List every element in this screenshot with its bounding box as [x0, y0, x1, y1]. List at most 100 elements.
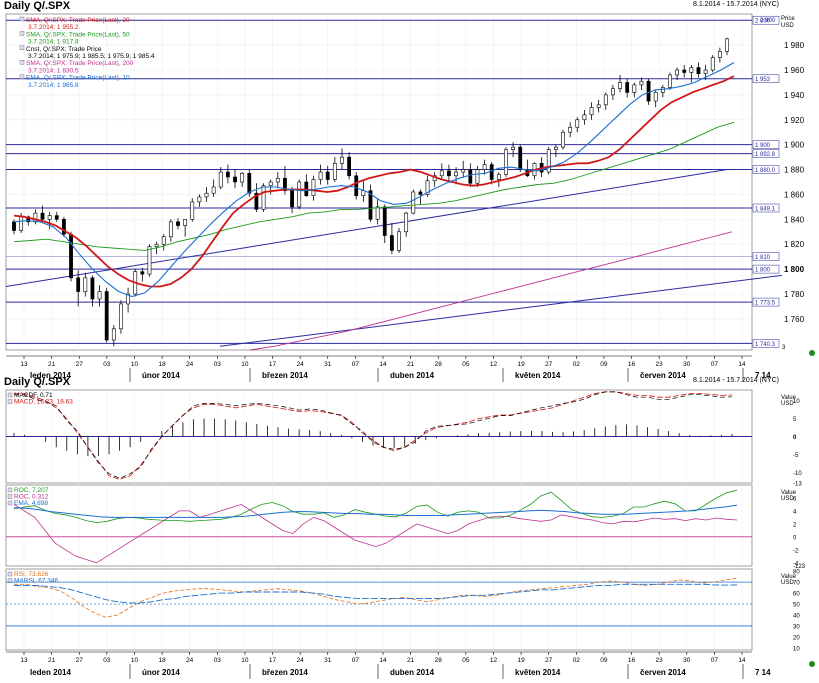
x-month-label: 7 14 [755, 371, 771, 380]
candle-body [183, 219, 188, 226]
lower-x-day-label: 24 [186, 657, 194, 664]
candle-body [418, 191, 423, 195]
lower-x-month-label: duben 2014 [390, 668, 435, 677]
candle-body [389, 235, 394, 251]
x-day-label: 24 [297, 361, 305, 368]
x-day-label: 21 [48, 361, 56, 368]
candle-body [211, 186, 216, 194]
legend-entry: 3.7.2014; 1 955.2 [28, 24, 79, 31]
candle-body [12, 221, 16, 231]
lower-title: Daily Q/.SPX [4, 376, 71, 388]
lower-x-day-label: 14 [738, 657, 746, 664]
level-tag [752, 149, 780, 158]
candle-body [639, 80, 644, 86]
x-day-label: 27 [76, 361, 84, 368]
candle-body [111, 328, 116, 341]
x-day-label: 03 [214, 361, 222, 368]
lower-x-day-label: 07 [711, 657, 719, 664]
candle-body [596, 104, 601, 108]
roc-legend-entry: ROC, 0.312 [14, 494, 49, 501]
upper-title: Daily Q/.SPX [4, 0, 71, 12]
x-day-label: 27 [545, 361, 553, 368]
lower-x-day-label: 27 [76, 657, 84, 664]
trendline-lower [219, 274, 783, 347]
candle-body [375, 206, 380, 220]
price-tick-label: 1 880 [784, 166, 805, 175]
legend-entry: SMA, Q/.SPX: Trade Price(Last), 50 [26, 31, 130, 38]
x-day-label: 14 [379, 361, 387, 368]
lower-x-day-label: 17 [269, 657, 277, 664]
candle-body [582, 114, 587, 121]
candle-body [575, 119, 580, 128]
candle-body [347, 156, 352, 177]
level-label: 1 800 [755, 268, 771, 274]
lower-x-month-label: květen 2014 [515, 668, 561, 677]
x-day-label: 21 [407, 361, 415, 368]
level-label: 1 900 [755, 143, 771, 149]
lower-x-month-label: leden 2014 [30, 668, 71, 677]
candle-body [233, 176, 237, 183]
x-day-label: 28 [435, 361, 443, 368]
candle-body [411, 191, 416, 214]
level-tag [752, 165, 780, 174]
candle-body [425, 180, 430, 195]
candle-body [511, 146, 516, 150]
status-dot-icon [809, 661, 815, 667]
legend-box-icon [7, 487, 13, 493]
candle-body [90, 277, 95, 300]
candle-body [561, 131, 565, 148]
candle-body [710, 57, 715, 71]
x-day-label: 07 [711, 361, 719, 368]
candle-body [404, 212, 409, 233]
roc-unit: Value [781, 490, 797, 496]
candle-body [682, 69, 687, 73]
level-tag [752, 74, 780, 83]
candle-body [632, 84, 637, 93]
candle-body [290, 190, 294, 208]
upper-daterange: 8.1.2014 - 15.7.2014 (NYC) [693, 1, 779, 8]
level-tag [752, 339, 780, 348]
lower-x-day-label: 16 [628, 657, 636, 664]
x-day-label: 18 [158, 361, 166, 368]
roc-currency: USD [781, 496, 794, 502]
price-tick-label: 1 860 [784, 190, 805, 199]
rsi-tick-label: 20 [793, 635, 800, 641]
macd-tick-label: 5 [793, 417, 797, 423]
lower-x-day-label: 30 [683, 657, 691, 664]
candle-body [318, 171, 323, 180]
axis-end-label: 3 [782, 345, 786, 351]
legend-box-icon [19, 60, 25, 65]
x-day-label: 31 [324, 361, 332, 368]
price-tick-label: 1 840 [784, 215, 805, 224]
candle-body [646, 80, 651, 102]
macd-currency: USD [781, 401, 794, 407]
candle-body [283, 177, 287, 192]
rsi-plot-frame [5, 568, 753, 651]
candle-body [397, 231, 401, 251]
candle-body [247, 172, 252, 194]
candle-body [311, 179, 316, 196]
lower-x-day-label: 21 [407, 657, 415, 664]
candle-body [340, 156, 344, 164]
candle-body [97, 291, 102, 300]
ema10-line [13, 62, 735, 298]
candle-body [504, 149, 508, 175]
rsi-tick-label: 30 [793, 624, 800, 630]
price-tick-label: 1 820 [784, 240, 805, 249]
level-label: 2 000 [755, 19, 771, 25]
price-tick-label: 1 900 [784, 141, 805, 150]
lower-x-day-label: 03 [103, 657, 111, 664]
candle-body [603, 94, 608, 106]
level-label: 1 892.8 [755, 152, 776, 158]
marsi-line [14, 583, 738, 604]
macd-tick-label: 0 [793, 435, 797, 441]
lower-x-day-label: 07 [352, 657, 360, 664]
lower-x-month-label: 7 14 [755, 668, 771, 677]
lower-header: Daily Q/.SPX 8.1.2014 - 15.7.2014 (NYC) [0, 376, 819, 388]
price-chart[interactable]: 1 760 1 780 1 800 1 820 1 840 1 860 1 880 1 900… [0, 12, 819, 384]
sma50-line [13, 121, 735, 251]
roc-tick-label: 2 [793, 522, 797, 528]
candle-body [197, 196, 202, 203]
candle-body [104, 291, 109, 341]
